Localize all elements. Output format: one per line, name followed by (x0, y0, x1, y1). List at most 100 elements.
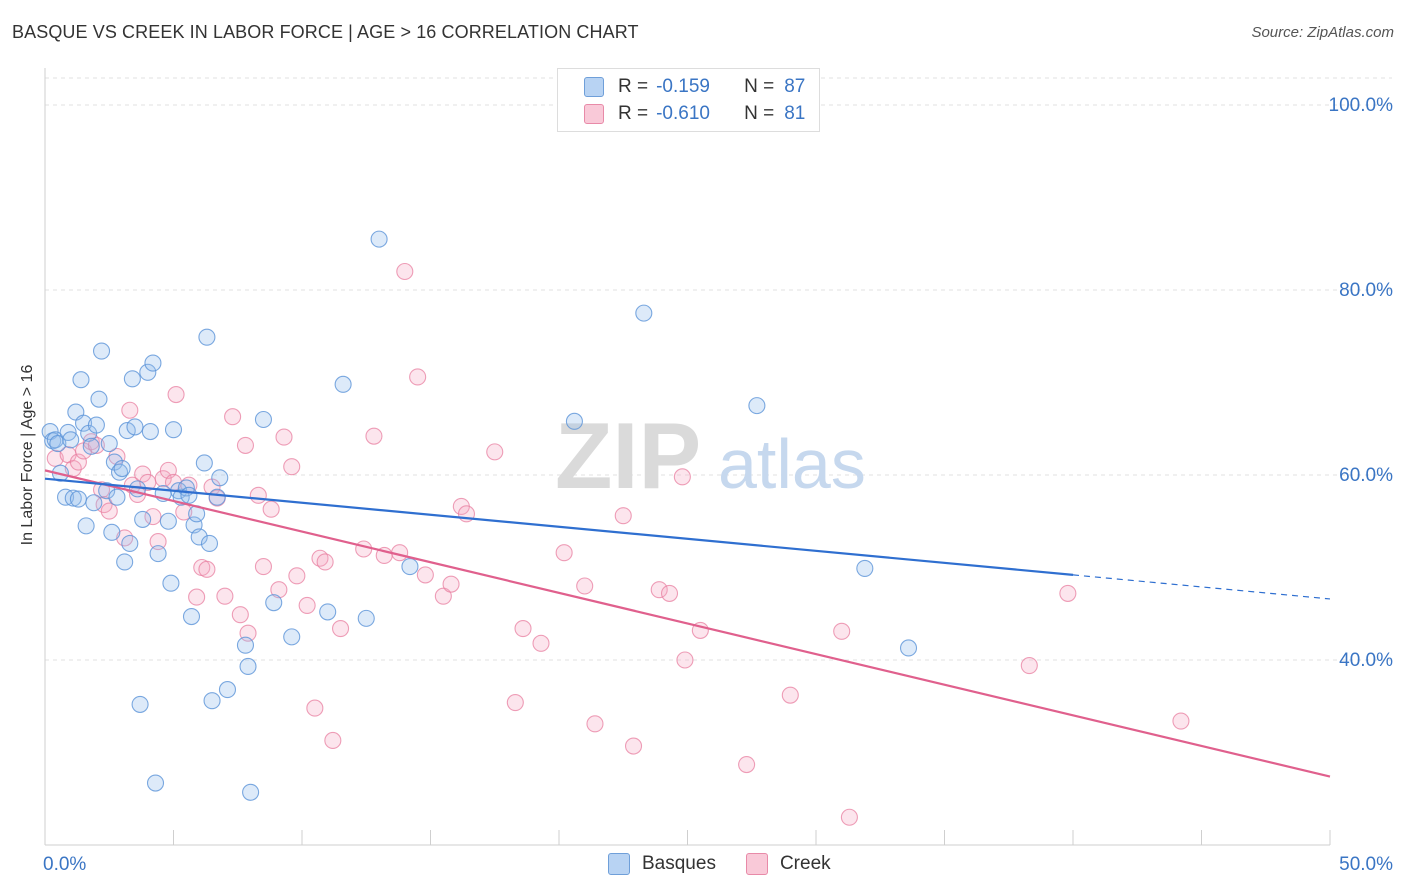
watermark-zip: ZIP (555, 403, 701, 508)
creek-point (270, 581, 288, 599)
basques-point (116, 553, 134, 571)
creek-point (331, 619, 350, 638)
basques-point (72, 371, 90, 389)
basques-point (85, 494, 103, 512)
creek-point (409, 368, 427, 386)
basques-point (370, 230, 388, 248)
basques-point (357, 609, 375, 627)
basques-point (69, 490, 87, 508)
creek-point (188, 588, 206, 606)
y-tick-label: 60.0% (1339, 465, 1393, 486)
basques-r-label: R = (618, 76, 649, 97)
stats-legend: R = -0.159 N = 87 R = -0.610 N = 81 (557, 68, 820, 132)
basques-point (146, 774, 165, 792)
basques-point (208, 488, 226, 506)
creek-point (306, 699, 324, 717)
y-tick-label: 40.0% (1339, 650, 1393, 671)
basques-point (239, 657, 257, 676)
basques-point (49, 434, 67, 453)
creek-point (288, 567, 306, 585)
creek-point (660, 584, 679, 602)
basques-point (164, 421, 183, 439)
basques-point (236, 636, 255, 654)
trend-lines (44, 469, 1331, 778)
legend-item-basques[interactable]: Basques (608, 853, 716, 875)
creek-point (781, 686, 799, 704)
basques-point (565, 412, 583, 430)
creek-point (738, 755, 756, 774)
basques-point (211, 469, 229, 487)
creek-point (224, 408, 242, 426)
basques-point (203, 692, 221, 710)
creek-point (434, 587, 452, 605)
creek-point (154, 470, 172, 488)
basques-point (180, 486, 198, 504)
y-tick-label: 80.0% (1339, 280, 1393, 301)
creek-point (1020, 656, 1038, 675)
basques-point (182, 607, 201, 626)
basques-point (131, 695, 149, 713)
basques-legend-label: Basques (642, 853, 716, 874)
basques-point (162, 574, 180, 592)
basques-point (748, 397, 766, 415)
x-tick-label: 50.0% (1339, 854, 1393, 875)
creek-point (586, 715, 604, 733)
y-tick-label: 100.0% (1329, 95, 1394, 116)
basques-n-label: N = (744, 76, 775, 97)
creek-point (275, 428, 293, 446)
creek-point (576, 577, 594, 595)
creek-point (365, 427, 383, 445)
creek-point (69, 453, 87, 471)
creek-point (676, 651, 694, 669)
basques-point (200, 534, 219, 553)
creek-point (231, 606, 249, 624)
creek-r-value: -0.610 (656, 103, 710, 124)
creek-legend-swatch (745, 853, 768, 875)
basques-trend-extension (1072, 574, 1331, 600)
basques-point (123, 370, 141, 388)
watermark-atlas: atlas (718, 425, 866, 503)
basques-point (113, 459, 131, 478)
creek-point (1059, 584, 1077, 602)
basques-point (62, 431, 80, 449)
creek-point (624, 737, 643, 755)
basques-point (190, 528, 208, 546)
basques-point (82, 437, 100, 455)
creek-point (236, 436, 255, 454)
creek-point (198, 560, 216, 578)
creek-point (121, 401, 139, 419)
basques-swatch (584, 77, 604, 97)
y-tick-labels: 40.0% 60.0% 80.0% 100.0% (1329, 95, 1394, 671)
basques-point (108, 488, 126, 506)
basques-point (139, 363, 157, 381)
creek-point (614, 507, 632, 525)
creek-point (324, 731, 342, 750)
basques-point (265, 594, 283, 612)
basques-point (77, 517, 95, 535)
creek-point (486, 443, 504, 461)
creek-point (840, 808, 858, 826)
basques-point (87, 416, 105, 434)
basques-point (254, 410, 273, 429)
basques-point (401, 558, 419, 576)
creek-point (442, 575, 460, 593)
creek-point (396, 262, 414, 281)
creek-point (149, 533, 167, 551)
creek-point (833, 622, 851, 640)
creek-r-label: R = (618, 103, 649, 124)
basques-point (141, 422, 159, 441)
basques-point (126, 418, 144, 436)
creek-point (254, 558, 273, 576)
basques-n-value: 87 (784, 76, 806, 97)
legend-item-creek[interactable]: Creek (745, 853, 831, 875)
basques-point (121, 534, 139, 553)
basques-point (92, 342, 111, 360)
creek-point (1172, 712, 1190, 730)
basques-point (319, 603, 337, 621)
basques-point (159, 512, 177, 530)
creek-point (555, 544, 573, 562)
basques-point (134, 510, 152, 528)
basques-point (64, 489, 82, 507)
creek-trend-line (44, 469, 1331, 778)
